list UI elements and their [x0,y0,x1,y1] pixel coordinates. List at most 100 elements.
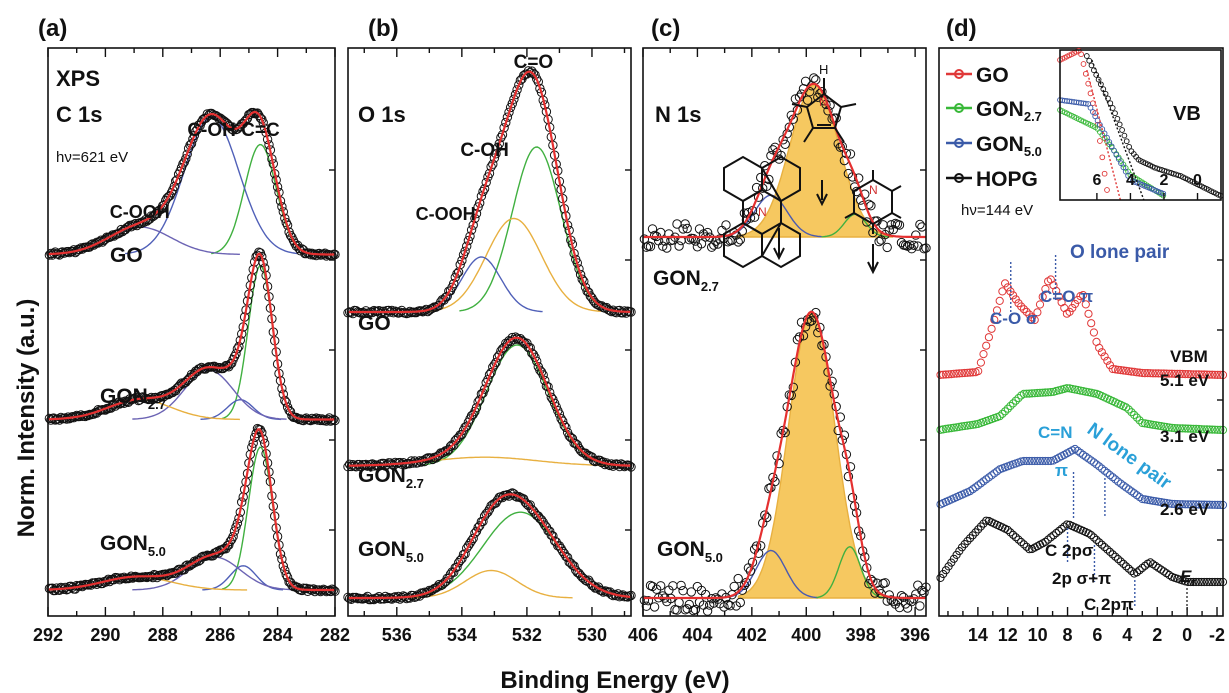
vb-data-point [979,519,988,528]
panel-a-title: XPS [56,66,100,91]
data-point [287,411,297,421]
peak-label: C-OOH [416,204,476,224]
vb-data-point [1189,424,1198,433]
vb-data-point [955,369,964,378]
data-point [664,585,674,595]
data-point [882,242,892,253]
data-point [647,224,658,234]
vb-data-point [1076,448,1085,457]
component-peak [211,143,311,255]
vb-data-point [1035,300,1045,309]
vb-data-point [1046,456,1055,466]
inset-data-point [1175,172,1182,179]
vb-data-point [1213,500,1222,509]
data-point [739,580,750,590]
data-point [528,506,539,516]
data-point [491,149,501,159]
vb-data-point [1140,419,1150,428]
vb-data-point [1143,495,1152,504]
data-point [813,328,823,338]
vb-data-point [1132,568,1142,577]
inset-data-point [1095,76,1102,83]
vb-data-point [1140,369,1150,378]
vb-data-point [1157,369,1166,378]
data-point [574,264,584,274]
vb-data-point [1165,369,1174,378]
inset-data-point [1102,90,1109,97]
vb-data-point [1027,456,1037,466]
vb-data-point [1076,386,1085,395]
data-point [561,551,571,562]
vb-data-point [1046,533,1055,542]
inset-data-point [1104,187,1110,193]
inset-data-point [1126,143,1132,150]
vb-data-point [1173,424,1182,433]
vb-data-point [1108,364,1117,374]
vb-data-point [1105,471,1115,480]
data-point [778,135,788,145]
data-point [463,235,474,246]
data-point [481,177,491,188]
vb-data-point [1197,577,1206,587]
vb-data-point [1200,500,1209,509]
vb-data-point [1092,460,1101,469]
inset-data-point [1119,127,1125,133]
vb-data-point [1009,291,1018,300]
vb-data-point [1009,399,1018,408]
data-point [523,500,534,511]
vb-data-point [1151,497,1160,506]
data-point [444,286,454,296]
x-tick-label: 12 [998,625,1018,645]
annotation-c2p-sigma-pi: 2p σ+π [1052,569,1111,588]
vb-data-point [1054,526,1064,536]
vb-data-point [1003,525,1012,535]
data-point [876,235,886,245]
data-point [694,224,705,234]
vb-data-point [974,367,983,376]
component-peak [202,565,284,591]
component-peak [724,549,819,599]
data-point [569,438,579,448]
data-point [686,233,696,244]
vb-data-point [1208,577,1217,587]
data-point [800,76,811,87]
data-point [440,292,451,302]
svg-text:N: N [758,205,767,219]
x-tick-label: 400 [791,625,821,645]
vb-data-point [995,296,1004,305]
panel-c-title: N 1s [655,102,701,127]
vb-data-point [982,341,991,350]
vb-data-point [1194,577,1203,587]
vb-data-point [1210,425,1220,434]
data-point [567,433,578,444]
vb-data-point [1111,365,1120,374]
fit-envelope [643,310,926,600]
vb-data-point [1175,369,1185,378]
vb-data-point [1046,388,1055,397]
vb-data-point [1151,421,1160,430]
data-point [476,517,487,527]
data-point [483,172,493,182]
peak-label: C=O [514,52,554,73]
data-point [517,74,527,84]
data-point [566,558,576,568]
data-point [580,575,591,585]
inset-data-point [1097,122,1103,128]
inset-data-point [1098,81,1104,88]
vb-data-point [1097,540,1107,549]
vbm-go: 5.1 eV [1160,371,1210,390]
x-axis-label: Binding Energy (eV) [500,667,729,693]
vbm-gon50: 2.6 eV [1160,500,1210,519]
panel-d-title: VB [1173,103,1201,125]
data-point [473,397,483,407]
data-point [833,425,843,436]
data-point [574,568,584,578]
inset-data-point [1101,130,1108,137]
vb-data-point [1127,567,1136,576]
vb-data-point [1200,425,1209,434]
data-point [440,446,451,456]
vb-data-point [1192,370,1201,379]
vb-data-point [1124,485,1133,494]
vb-data-point [1173,500,1182,509]
vb-data-point [1127,487,1136,496]
